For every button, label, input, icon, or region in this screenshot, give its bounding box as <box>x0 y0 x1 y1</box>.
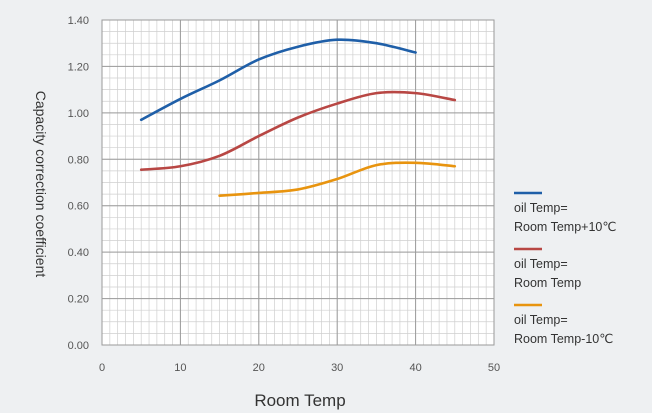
y-tick-label: 0.80 <box>68 154 89 166</box>
x-axis-title: Room Temp <box>254 391 345 410</box>
legend: oil Temp= Room Temp+10℃ oil Temp= Room Temp… <box>514 191 616 346</box>
series-layer <box>139 38 457 198</box>
legend-label-1: oil Temp= <box>514 201 568 215</box>
y-tick-label: 0.00 <box>68 340 89 352</box>
legend-label-2: Room Temp <box>514 276 581 290</box>
legend-label-3: Room Temp-10℃ <box>514 332 613 346</box>
y-tick-label: 0.60 <box>68 201 89 213</box>
series-line-1 <box>139 38 417 122</box>
x-tick-label: 20 <box>253 362 265 374</box>
y-tick-label: 1.20 <box>68 61 89 73</box>
legend-label-3: oil Temp= <box>514 313 568 327</box>
x-tick-labels: 0 10 20 30 40 50 <box>99 362 500 374</box>
x-tick-label: 50 <box>488 362 500 374</box>
x-tick-label: 0 <box>99 362 105 374</box>
series-line-3 <box>218 161 457 198</box>
x-tick-label: 40 <box>409 362 421 374</box>
y-axis-title: Capacity correction coefficient <box>33 91 49 278</box>
legend-label-1: Room Temp+10℃ <box>514 220 616 234</box>
y-tick-label: 0.40 <box>68 247 89 259</box>
y-tick-labels: 0.00 0.20 0.40 0.60 0.80 1.00 1.20 1.40 <box>68 15 89 352</box>
x-tick-label: 30 <box>331 362 343 374</box>
x-tick-label: 10 <box>174 362 186 374</box>
y-tick-label: 0.20 <box>68 294 89 306</box>
y-tick-label: 1.40 <box>68 15 89 27</box>
legend-label-2: oil Temp= <box>514 257 568 271</box>
y-tick-label: 1.00 <box>68 108 89 120</box>
major-gridlines <box>101 19 495 346</box>
series-line-2 <box>139 90 457 172</box>
